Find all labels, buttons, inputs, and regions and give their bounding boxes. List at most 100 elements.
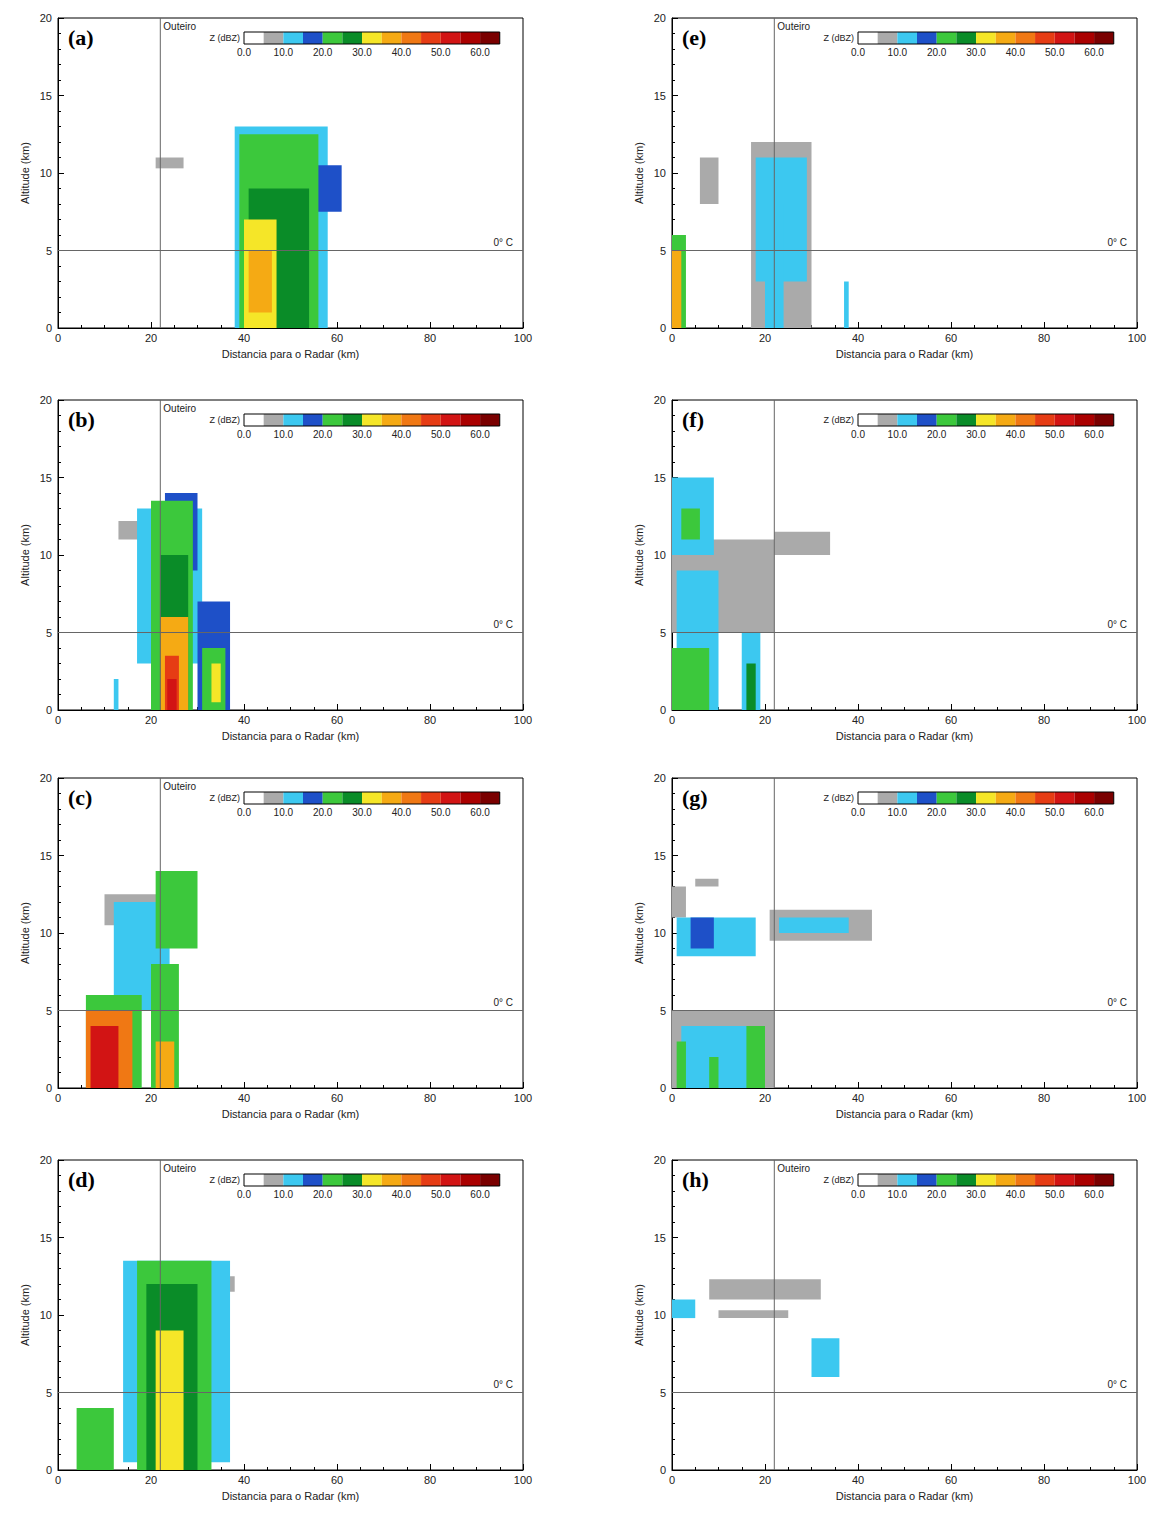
svg-text:0° C: 0° C [1107, 997, 1127, 1008]
svg-text:40.0: 40.0 [392, 47, 412, 58]
svg-text:50.0: 50.0 [1045, 807, 1065, 818]
svg-text:10: 10 [654, 927, 666, 939]
svg-text:Altitude (km): Altitude (km) [633, 142, 645, 204]
svg-text:0.0: 0.0 [237, 1189, 251, 1200]
svg-text:0: 0 [669, 1092, 675, 1104]
svg-text:Z (dBZ): Z (dBZ) [210, 415, 241, 425]
svg-text:0.0: 0.0 [851, 47, 865, 58]
svg-text:50.0: 50.0 [431, 429, 451, 440]
svg-text:Distancia para o Radar (km): Distancia para o Radar (km) [836, 1108, 974, 1120]
svg-text:Altitude (km): Altitude (km) [633, 902, 645, 964]
svg-text:100: 100 [514, 1092, 532, 1104]
svg-text:20: 20 [145, 1474, 157, 1486]
svg-text:0.0: 0.0 [237, 429, 251, 440]
svg-text:5: 5 [660, 627, 666, 639]
svg-text:30.0: 30.0 [966, 1189, 986, 1200]
svg-text:80: 80 [424, 1474, 436, 1486]
svg-text:40: 40 [852, 1474, 864, 1486]
svg-text:50.0: 50.0 [431, 807, 451, 818]
svg-text:Z (dBZ): Z (dBZ) [210, 1175, 241, 1185]
svg-text:20: 20 [654, 12, 666, 24]
svg-text:Outeiro: Outeiro [777, 1163, 810, 1174]
svg-text:50.0: 50.0 [431, 47, 451, 58]
svg-text:0: 0 [669, 1474, 675, 1486]
svg-text:20: 20 [759, 1092, 771, 1104]
svg-text:0.0: 0.0 [237, 807, 251, 818]
svg-text:30.0: 30.0 [352, 807, 372, 818]
svg-text:100: 100 [1128, 1474, 1146, 1486]
svg-text:100: 100 [514, 1474, 532, 1486]
svg-text:15: 15 [40, 1232, 52, 1244]
svg-text:15: 15 [40, 472, 52, 484]
svg-text:60.0: 60.0 [470, 429, 490, 440]
svg-text:0: 0 [660, 322, 666, 334]
svg-text:20: 20 [145, 332, 157, 344]
svg-text:100: 100 [1128, 332, 1146, 344]
svg-text:80: 80 [1038, 1474, 1050, 1486]
svg-text:(b): (b) [68, 407, 95, 432]
svg-text:30.0: 30.0 [966, 429, 986, 440]
svg-text:(d): (d) [68, 1167, 95, 1192]
svg-text:0.0: 0.0 [851, 807, 865, 818]
svg-text:60.0: 60.0 [470, 47, 490, 58]
svg-text:0: 0 [55, 714, 61, 726]
svg-text:5: 5 [46, 245, 52, 257]
svg-text:15: 15 [40, 90, 52, 102]
svg-text:Z (dBZ): Z (dBZ) [210, 793, 241, 803]
svg-text:(c): (c) [68, 785, 92, 810]
svg-text:20: 20 [759, 1474, 771, 1486]
svg-text:20: 20 [654, 1154, 666, 1166]
svg-text:40: 40 [238, 332, 250, 344]
svg-text:5: 5 [46, 1005, 52, 1017]
svg-text:50.0: 50.0 [1045, 47, 1065, 58]
svg-text:80: 80 [1038, 714, 1050, 726]
svg-text:5: 5 [660, 245, 666, 257]
svg-text:40: 40 [238, 714, 250, 726]
svg-text:Z (dBZ): Z (dBZ) [824, 1175, 855, 1185]
svg-text:40.0: 40.0 [1006, 1189, 1026, 1200]
svg-text:20: 20 [40, 772, 52, 784]
svg-text:60.0: 60.0 [1084, 47, 1104, 58]
svg-text:10.0: 10.0 [274, 807, 294, 818]
svg-text:0: 0 [669, 332, 675, 344]
svg-text:15: 15 [654, 850, 666, 862]
svg-text:Distancia para o Radar (km): Distancia para o Radar (km) [222, 1490, 360, 1502]
svg-text:Altitude (km): Altitude (km) [19, 142, 31, 204]
svg-text:20: 20 [759, 714, 771, 726]
svg-text:0: 0 [46, 1464, 52, 1476]
svg-text:40: 40 [238, 1474, 250, 1486]
svg-text:10: 10 [40, 927, 52, 939]
svg-text:Z (dBZ): Z (dBZ) [824, 33, 855, 43]
svg-text:Distancia para o Radar (km): Distancia para o Radar (km) [222, 1108, 360, 1120]
svg-text:10: 10 [40, 1309, 52, 1321]
svg-text:60.0: 60.0 [1084, 429, 1104, 440]
svg-text:30.0: 30.0 [352, 1189, 372, 1200]
svg-text:100: 100 [1128, 1092, 1146, 1104]
svg-text:5: 5 [660, 1005, 666, 1017]
svg-text:Altitude (km): Altitude (km) [19, 1284, 31, 1346]
svg-text:Distancia para o Radar (km): Distancia para o Radar (km) [222, 348, 360, 360]
svg-text:0° C: 0° C [493, 1379, 513, 1390]
svg-text:20: 20 [40, 12, 52, 24]
svg-text:30.0: 30.0 [966, 47, 986, 58]
svg-text:60: 60 [945, 332, 957, 344]
svg-text:40.0: 40.0 [392, 807, 412, 818]
svg-text:10: 10 [40, 167, 52, 179]
svg-text:40.0: 40.0 [1006, 47, 1026, 58]
svg-text:Outeiro: Outeiro [163, 781, 196, 792]
svg-text:20: 20 [654, 772, 666, 784]
svg-text:0° C: 0° C [493, 237, 513, 248]
svg-text:40: 40 [852, 332, 864, 344]
svg-text:40: 40 [238, 1092, 250, 1104]
svg-text:20.0: 20.0 [313, 1189, 333, 1200]
svg-text:5: 5 [660, 1387, 666, 1399]
svg-text:60: 60 [331, 1474, 343, 1486]
svg-text:50.0: 50.0 [1045, 429, 1065, 440]
svg-text:60: 60 [331, 714, 343, 726]
svg-text:60.0: 60.0 [470, 1189, 490, 1200]
svg-text:40: 40 [852, 714, 864, 726]
svg-text:Outeiro: Outeiro [163, 403, 196, 414]
svg-text:20: 20 [145, 714, 157, 726]
svg-text:Z (dBZ): Z (dBZ) [210, 33, 241, 43]
svg-text:30.0: 30.0 [352, 47, 372, 58]
